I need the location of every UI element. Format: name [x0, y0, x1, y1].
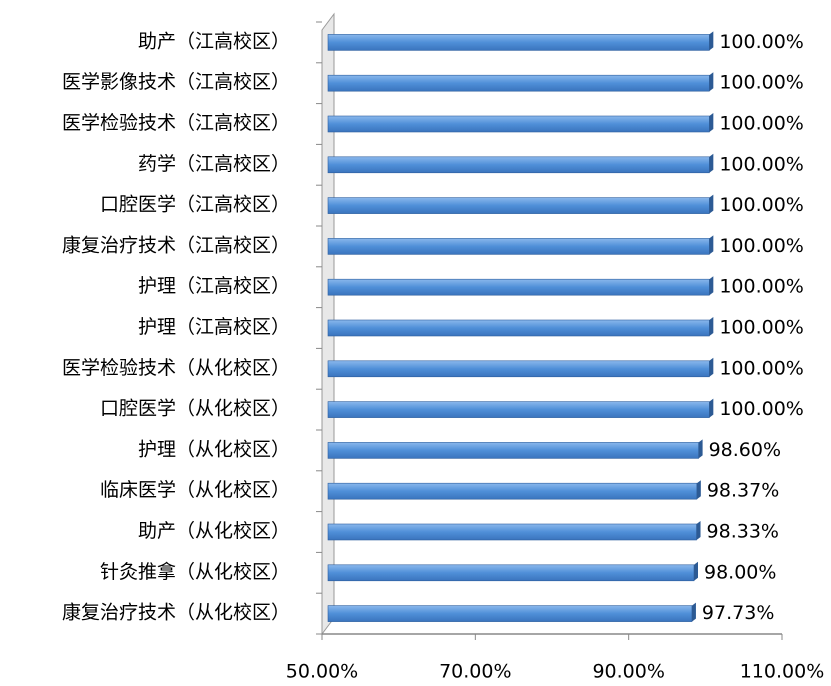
- bar-end: [698, 439, 703, 459]
- data-label: 100.00%: [719, 398, 804, 420]
- data-label: 98.37%: [707, 480, 779, 502]
- data-label: 97.73%: [702, 602, 774, 624]
- bar: [327, 442, 699, 459]
- data-label: 98.60%: [709, 439, 781, 461]
- y-tick-label: 医学影像技术（江高校区）: [62, 71, 290, 93]
- y-tick-label: 助产（从化校区）: [138, 520, 290, 542]
- bar: [327, 74, 710, 92]
- bar-end: [709, 398, 714, 418]
- data-label: 100.00%: [719, 153, 804, 175]
- y-tick-label: 护理（江高校区）: [138, 275, 290, 297]
- bar: [327, 319, 710, 337]
- bar: [327, 156, 710, 174]
- bar: [327, 278, 710, 296]
- data-label: 100.00%: [719, 317, 804, 339]
- x-tick-label: 90.00%: [592, 661, 664, 683]
- data-label: 98.00%: [704, 561, 776, 583]
- data-label: 100.00%: [719, 357, 804, 379]
- y-tick-label: 护理（从化校区）: [138, 438, 290, 460]
- bar-end: [709, 31, 714, 51]
- bar-end: [709, 194, 714, 214]
- bar: [327, 605, 693, 622]
- bar: [327, 197, 710, 214]
- bar-end: [696, 521, 701, 540]
- bar-end: [691, 602, 696, 622]
- y-tick-label: 医学检验技术（从化校区）: [62, 357, 290, 379]
- data-label: 100.00%: [719, 194, 804, 216]
- y-tick-label: 药学（江高校区）: [138, 153, 290, 175]
- bar: [327, 238, 710, 255]
- y-tick-label: 康复治疗技术（江高校区）: [62, 234, 290, 256]
- bar-end: [709, 113, 714, 132]
- bar: [327, 360, 710, 378]
- y-tick-label: 临床医学（从化校区）: [100, 479, 290, 501]
- x-tick-label: 50.00%: [286, 661, 358, 683]
- bar: [327, 401, 710, 418]
- bar: [327, 34, 710, 51]
- bar: [327, 115, 710, 133]
- y-tick-label: 医学检验技术（江高校区）: [62, 112, 290, 134]
- y-tick-label: 口腔医学（江高校区）: [100, 194, 290, 216]
- bar-end: [709, 357, 714, 377]
- y-tick-label: 护理（江高校区）: [138, 316, 290, 338]
- bar-end: [709, 235, 714, 255]
- bar-end: [709, 276, 714, 296]
- data-label: 100.00%: [719, 276, 804, 298]
- data-label: 100.00%: [719, 72, 804, 94]
- bar-end: [709, 153, 714, 173]
- data-label: 100.00%: [719, 113, 804, 135]
- y-tick-label: 康复治疗技术（从化校区）: [62, 602, 290, 624]
- data-label: 98.33%: [707, 521, 779, 543]
- bar-end: [709, 72, 714, 92]
- bar-end: [709, 317, 714, 336]
- bar: [327, 482, 698, 500]
- bar-end: [694, 561, 698, 581]
- y-tick-label: 针灸推拿（从化校区）: [100, 560, 290, 583]
- bar: [327, 523, 697, 541]
- x-tick-label: 110.00%: [740, 661, 825, 683]
- data-label: 100.00%: [719, 31, 804, 53]
- data-label: 100.00%: [719, 235, 804, 257]
- bar-end: [696, 480, 701, 500]
- x-tick-label: 70.00%: [439, 661, 511, 683]
- bar: [327, 564, 695, 582]
- y-tick-label: 口腔医学（从化校区）: [100, 398, 290, 420]
- y-tick-label: 助产（江高校区）: [138, 30, 290, 52]
